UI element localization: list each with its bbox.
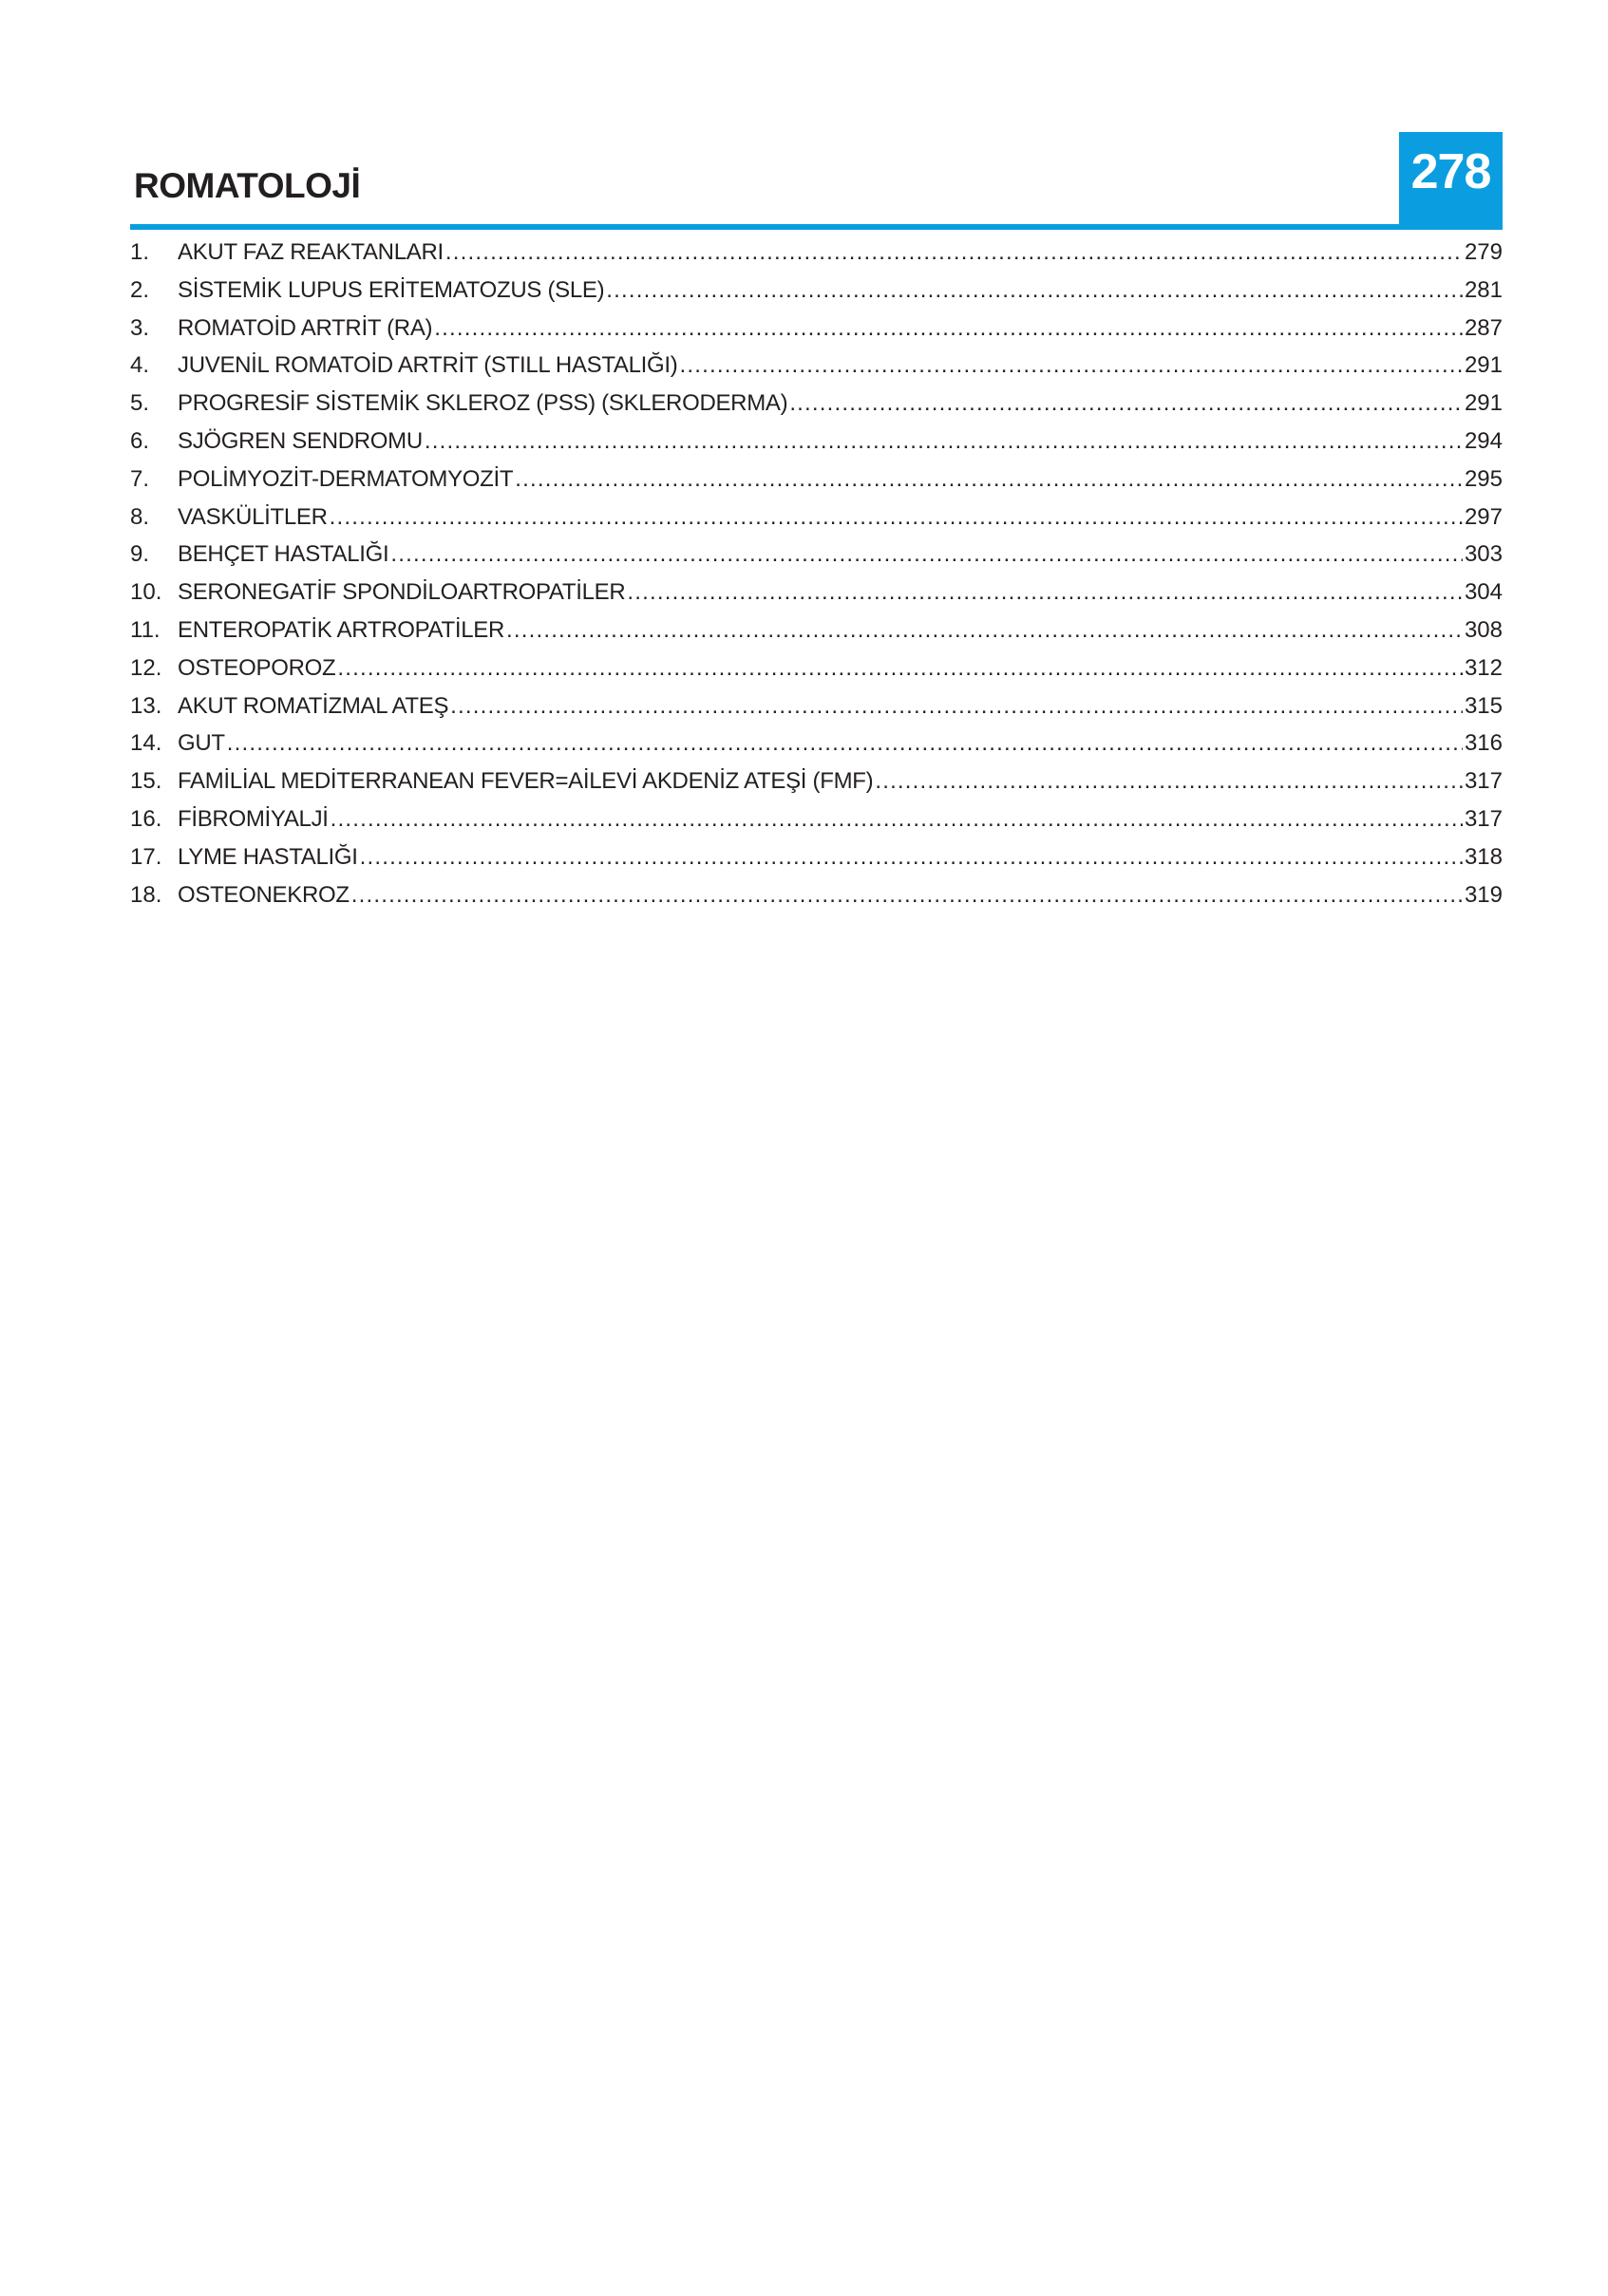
toc-entry-number: 9.	[130, 541, 150, 568]
table-of-contents: 1. AKUT FAZ REAKTANLARI 279 2. SİSTEMİK LUPU…	[130, 234, 1503, 913]
toc-entry[interactable]: 6. SJÖGREN SENDROMU 294	[130, 423, 1503, 461]
toc-entry-page: 291	[1464, 352, 1503, 379]
toc-entry[interactable]: 18. OSTEONEKROZ 319	[130, 876, 1503, 914]
page-number-badge: 278	[1399, 132, 1503, 230]
toc-entry-number: 12.	[130, 654, 162, 681]
toc-entry-page: 281	[1464, 276, 1503, 303]
toc-entry-title: OSTEONEKROZ	[178, 881, 350, 908]
dot-leader	[606, 272, 1463, 310]
toc-entry-title: SİSTEMİK LUPUS ERİTEMATOZUS (SLE)	[178, 276, 605, 303]
dot-leader	[789, 385, 1463, 423]
toc-entry[interactable]: 7. POLİMYOZİT-DERMATOMYOZİT 295	[130, 461, 1503, 499]
toc-entry-number: 16.	[130, 805, 162, 832]
toc-entry-title: OSTEOPOROZ	[178, 654, 336, 681]
toc-entry[interactable]: 3. ROMATOİD ARTRİT (RA) 287	[130, 310, 1503, 348]
toc-entry-title: ROMATOİD ARTRİT (RA)	[178, 314, 433, 341]
toc-entry-title: JUVENİL ROMATOİD ARTRİT (STILL HASTALIĞI…	[178, 352, 678, 379]
toc-entry[interactable]: 11. ENTEROPATİK ARTROPATİLER 308	[130, 612, 1503, 649]
toc-entry-number: 18.	[130, 881, 162, 908]
toc-entry[interactable]: 1. AKUT FAZ REAKTANLARI 279	[130, 234, 1503, 272]
toc-entry-title: FAMİLİAL MEDİTERRANEAN FEVER=AİLEVİ AKDE…	[178, 768, 874, 795]
dot-leader	[337, 649, 1463, 687]
toc-entry-title: GUT	[178, 730, 225, 757]
toc-entry-number: 1.	[130, 239, 150, 265]
toc-entry[interactable]: 13. AKUT ROMATİZMAL ATEŞ 315	[130, 687, 1503, 725]
toc-entry-number: 14.	[130, 730, 162, 757]
toc-entry[interactable]: 8. VASKÜLİTLER 297	[130, 499, 1503, 536]
dot-leader	[515, 461, 1463, 499]
dot-leader	[360, 838, 1463, 876]
toc-entry-title: AKUT ROMATİZMAL ATEŞ	[178, 692, 449, 719]
dot-leader	[331, 800, 1463, 838]
toc-entry-page: 315	[1464, 692, 1503, 719]
toc-entry-page: 308	[1464, 616, 1503, 643]
chapter-header: ROMATOLOJİ 278	[130, 132, 1503, 230]
toc-entry-title: BEHÇET HASTALIĞI	[178, 541, 389, 568]
toc-entry[interactable]: 5. PROGRESİF SİSTEMİK SKLEROZ (PSS) (SKLE…	[130, 385, 1503, 423]
toc-entry[interactable]: 4. JUVENİL ROMATOİD ARTRİT (STILL HASTALI…	[130, 347, 1503, 385]
header-rule	[130, 224, 1503, 230]
toc-entry-number: 4.	[130, 352, 150, 379]
dot-leader	[506, 612, 1463, 649]
toc-entry[interactable]: 16. FİBROMİYALJİ 317	[130, 800, 1503, 838]
dot-leader	[330, 499, 1463, 536]
toc-entry-page: 317	[1464, 805, 1503, 832]
toc-entry-title: FİBROMİYALJİ	[178, 805, 329, 832]
toc-entry-page: 297	[1464, 503, 1503, 530]
dot-leader	[351, 876, 1463, 914]
toc-entry[interactable]: 14. GUT 316	[130, 725, 1503, 762]
toc-entry-title: SJÖGREN SENDROMU	[178, 427, 423, 454]
toc-entry[interactable]: 17. LYME HASTALIĞI 318	[130, 838, 1503, 876]
toc-entry-number: 3.	[130, 314, 150, 341]
dot-leader	[679, 347, 1462, 385]
dot-leader	[627, 574, 1463, 612]
toc-entry-number: 10.	[130, 579, 162, 606]
toc-entry-page: 304	[1464, 579, 1503, 606]
toc-entry-page: 287	[1464, 314, 1503, 341]
dot-leader	[227, 725, 1463, 762]
toc-entry-page: 295	[1464, 465, 1503, 492]
toc-entry-number: 13.	[130, 692, 162, 719]
dot-leader	[445, 234, 1463, 272]
toc-entry-number: 11.	[130, 616, 161, 643]
dot-leader	[390, 536, 1463, 574]
toc-entry[interactable]: 9. BEHÇET HASTALIĞI 303	[130, 536, 1503, 574]
toc-entry-page: 294	[1464, 427, 1503, 454]
toc-entry-page: 319	[1464, 881, 1503, 908]
toc-entry-number: 7.	[130, 465, 150, 492]
dot-leader	[434, 310, 1463, 348]
toc-entry-page: 317	[1464, 768, 1503, 795]
toc-entry-title: PROGRESİF SİSTEMİK SKLEROZ (PSS) (SKLERO…	[178, 390, 788, 417]
chapter-title: ROMATOLOJİ	[134, 166, 361, 205]
toc-entry-title: SERONEGATİF SPONDİLOARTROPATİLER	[178, 579, 626, 606]
toc-entry-page: 318	[1464, 843, 1503, 870]
dot-leader	[875, 762, 1463, 800]
toc-entry[interactable]: 10. SERONEGATİF SPONDİLOARTROPATİLER 304	[130, 574, 1503, 612]
toc-entry-page: 279	[1464, 239, 1503, 265]
toc-entry-number: 6.	[130, 427, 150, 454]
toc-entry-number: 5.	[130, 390, 150, 417]
toc-entry-number: 17.	[130, 843, 162, 870]
dot-leader	[450, 687, 1463, 725]
toc-entry-page: 312	[1464, 654, 1503, 681]
toc-entry-number: 2.	[130, 276, 150, 303]
toc-entry[interactable]: 12. OSTEOPOROZ 312	[130, 649, 1503, 687]
toc-entry[interactable]: 2. SİSTEMİK LUPUS ERİTEMATOZUS (SLE) 281	[130, 272, 1503, 310]
toc-entry-title: LYME HASTALIĞI	[178, 843, 358, 870]
dot-leader	[425, 423, 1463, 461]
toc-entry-title: AKUT FAZ REAKTANLARI	[178, 239, 444, 265]
toc-entry-page: 316	[1464, 730, 1503, 757]
toc-entry-title: POLİMYOZİT-DERMATOMYOZİT	[178, 465, 514, 492]
toc-entry-title: ENTEROPATİK ARTROPATİLER	[178, 616, 504, 643]
toc-entry-number: 8.	[130, 503, 150, 530]
toc-entry-number: 15.	[130, 768, 162, 795]
toc-entry-page: 291	[1464, 390, 1503, 417]
toc-entry[interactable]: 15. FAMİLİAL MEDİTERRANEAN FEVER=AİLEVİ A…	[130, 762, 1503, 800]
toc-entry-title: VASKÜLİTLER	[178, 503, 328, 530]
toc-entry-page: 303	[1464, 541, 1503, 568]
